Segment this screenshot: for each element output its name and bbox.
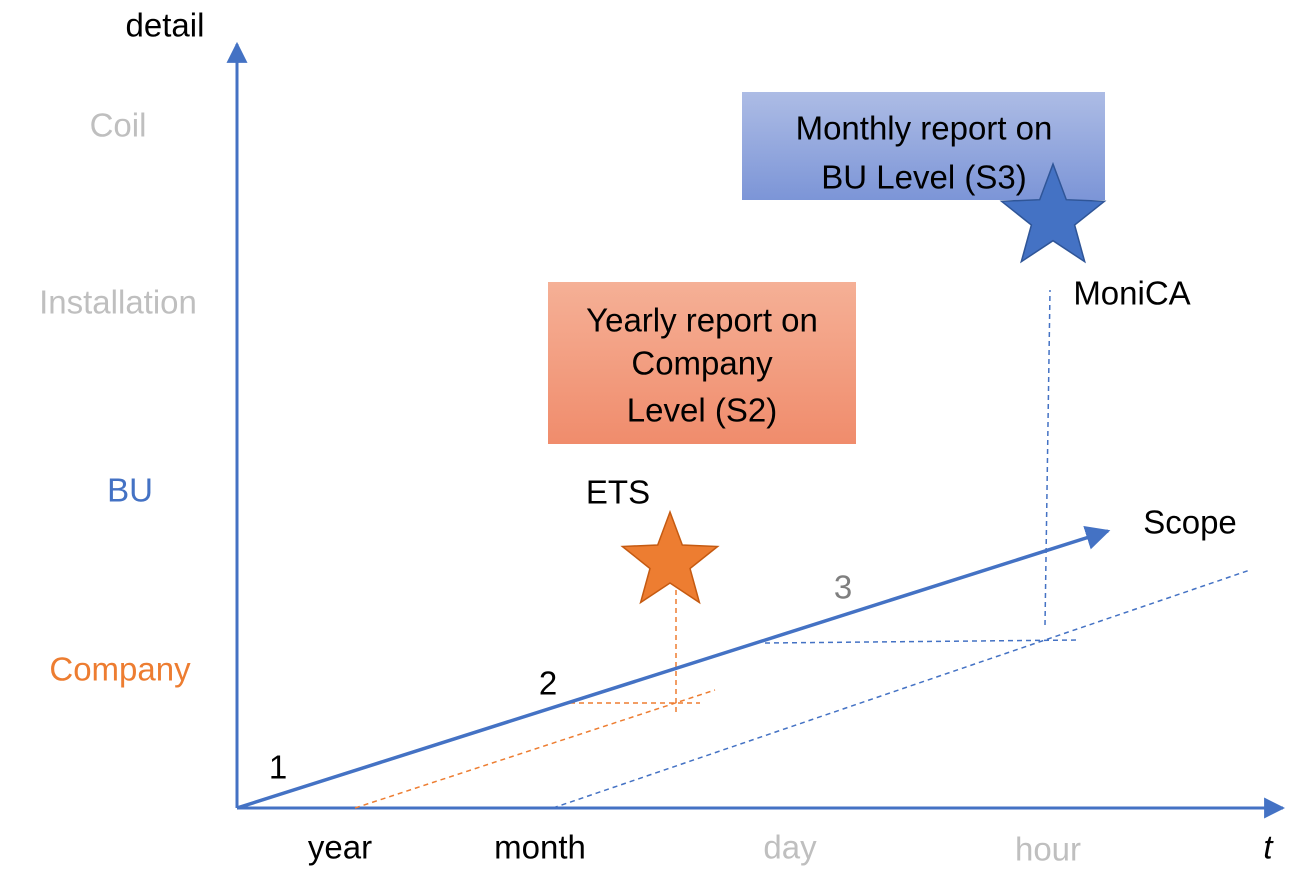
- scope-label: Scope: [1143, 504, 1237, 541]
- x-title: t: [1263, 829, 1274, 866]
- box-text: Company: [631, 345, 773, 382]
- box-text: BU Level (S3): [821, 159, 1026, 196]
- box-text: Yearly report on: [586, 302, 818, 339]
- orange-guides: [354, 590, 716, 809]
- box-text: Monthly report on: [796, 110, 1053, 147]
- x-level: month: [494, 829, 586, 866]
- y-title: detail: [126, 7, 205, 44]
- blue-guides: [552, 289, 1251, 809]
- step: 3: [834, 569, 852, 606]
- monthly-box: [742, 92, 1105, 200]
- y-level: Company: [49, 651, 191, 688]
- x-level: year: [308, 829, 372, 866]
- y-level: BU: [107, 472, 153, 509]
- step: 1: [269, 749, 287, 786]
- marker-label: MoniCA: [1073, 275, 1190, 312]
- scope-line: [236, 526, 1111, 810]
- step: 2: [539, 665, 557, 702]
- ets-star: [620, 509, 720, 605]
- yearly-box: [548, 282, 856, 444]
- y-level: Coil: [90, 107, 147, 144]
- monica-star: [999, 161, 1107, 264]
- x-level: hour: [1015, 831, 1081, 868]
- x-level: day: [763, 829, 817, 866]
- marker-label: ETS: [586, 474, 650, 511]
- y-level: Installation: [39, 284, 197, 321]
- box-text: Level (S2): [627, 392, 777, 429]
